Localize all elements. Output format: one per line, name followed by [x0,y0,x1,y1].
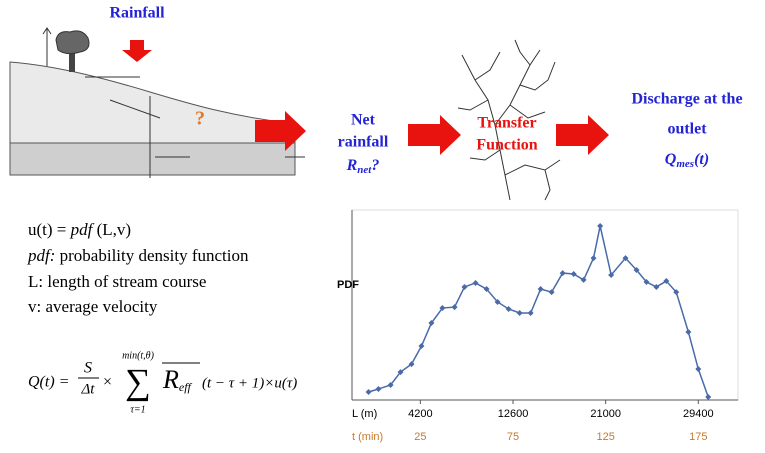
point-marker [461,283,468,290]
y-axis-label: PDF [337,279,359,291]
x2-axis-label: t (min) [352,431,383,443]
point-marker [590,255,597,262]
definition: pdf: probability density function [27,246,249,265]
point-marker [365,389,372,396]
point-marker [559,270,566,277]
big-arrow [255,111,306,151]
point-marker [483,286,490,293]
x2-tick-label: 25 [414,431,426,443]
point-marker [685,328,692,335]
net-rainfall: Net [351,112,376,129]
transfer-label: Function [476,137,537,154]
point-marker [673,289,680,296]
formula-times: × [103,374,112,391]
rain-arrow [122,40,152,62]
point-marker [653,283,660,290]
point-marker [622,255,629,262]
point-marker [375,385,382,392]
definition: L: length of stream course [28,272,206,291]
symbol: Q [665,151,677,168]
tree-trunk [69,50,75,72]
point-marker [643,279,650,286]
point-marker [418,343,425,350]
text: pdf: [27,246,55,265]
point-marker [570,271,577,278]
definition: v: average velocity [28,297,158,316]
big-arrow [408,115,461,155]
formula-r: Reff [162,365,193,394]
x-tick-label: 12600 [498,408,529,420]
x-tick-label: 21000 [590,408,621,420]
point-marker [516,309,523,316]
text: pdf [70,220,95,239]
x2-tick-label: 75 [507,431,519,443]
net-rainfall-symbol: Rnet? [346,157,380,176]
x2-tick-label: 125 [597,431,615,443]
text: (L,v) [92,220,131,239]
subscript: mes [676,158,694,170]
point-marker [494,298,501,305]
formula-upper: min(t,θ) [122,350,155,361]
subscript: net [357,164,372,176]
discharge-label: Discharge at the [631,91,742,108]
discharge-symbol: Qmes(t) [665,151,709,170]
transfer-label: Transfer [477,115,536,132]
question-mark: ? [195,108,205,130]
point-marker [537,286,544,293]
point-marker [580,276,587,283]
point-marker [451,304,458,311]
text: u(t) = [28,220,71,239]
point-marker [439,305,446,312]
subscript: eff [179,380,193,394]
x-axis-label: L (m) [352,408,377,420]
river-network [457,39,561,201]
hillslope [9,61,296,144]
point-marker [527,309,534,316]
pdf-line [368,225,709,398]
pdf-chart: PDF L (m) t (min) 4200 12600 21000 29400 25 75 12… [337,209,739,443]
point-marker [505,305,512,312]
formula-lower: τ=1 [130,404,145,415]
point-marker [608,271,615,278]
definition: u(t) = pdf (L,v) [28,220,131,239]
x-tick-label: 4200 [408,408,432,420]
suffix: (t) [694,151,709,168]
net-rainfall: rainfall [338,134,389,151]
arrow-head [42,27,52,35]
x2-tick-label: 175 [689,431,707,443]
formula-rest: (t − τ + 1)×u(τ) [202,375,297,391]
flow-arrow [109,99,161,119]
symbol: R [346,157,358,174]
tree-crown [55,30,90,55]
big-arrow [556,115,609,155]
formula-sum: ∑ [125,361,151,401]
point-marker [548,289,555,296]
soil-layer [9,142,296,176]
symbol: R [162,365,179,394]
suffix: ? [371,157,379,174]
rainfall-label: Rainfall [109,5,165,22]
point-marker [663,278,670,285]
point-marker [695,366,702,373]
point-marker [387,381,394,388]
discharge-label: outlet [667,121,707,138]
point-marker [705,393,712,400]
point-marker [472,279,479,286]
point-marker [408,361,415,368]
x-tick-label: 29400 [683,408,714,420]
text: probability density function [55,246,249,265]
point-marker [633,267,640,274]
formula-lhs: Q(t) = [28,374,69,391]
point-marker [597,222,604,229]
formula-denominator: Δt [81,381,96,397]
formula-numerator: S [84,360,92,377]
point-marker [397,369,404,376]
point-marker [428,320,435,327]
